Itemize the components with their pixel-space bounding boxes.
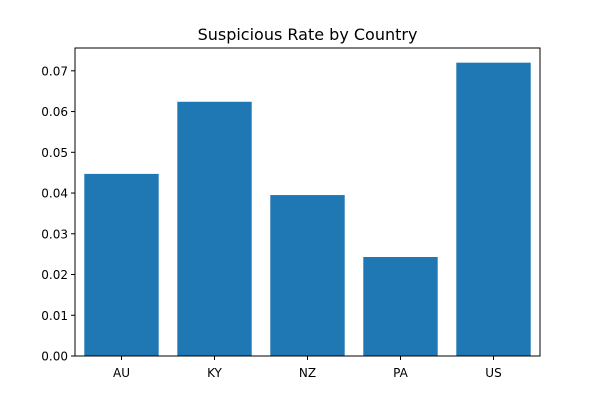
- y-tick-label-0: 0.00: [41, 350, 68, 364]
- x-tick-label-us: US: [485, 366, 501, 380]
- y-tick-label-5: 0.05: [41, 146, 68, 160]
- chart-title: Suspicious Rate by Country: [198, 25, 418, 44]
- axes-layer: AU KY NZ PA US 0.00 0.01 0.02 0.03 0.04 0.05 0.06 0.…: [41, 47, 541, 380]
- y-tick-label-7: 0.07: [41, 64, 68, 78]
- x-tick-label-nz: NZ: [299, 366, 316, 380]
- y-tick-label-4: 0.04: [41, 187, 68, 201]
- bar-nz: [270, 195, 345, 356]
- bar-ky: [177, 101, 252, 356]
- bar-au: [84, 173, 159, 356]
- bar-us: [456, 62, 531, 357]
- x-tick-label-pa: PA: [393, 366, 408, 380]
- bar-pa: [363, 257, 438, 356]
- x-tick-label-au: AU: [113, 366, 130, 380]
- y-tick-label-3: 0.03: [41, 227, 68, 241]
- bars-layer: [84, 62, 531, 357]
- y-tick-label-2: 0.02: [41, 268, 68, 282]
- x-tick-label-ky: KY: [207, 366, 222, 380]
- y-tick-label-6: 0.06: [41, 105, 68, 119]
- y-tick-label-1: 0.01: [41, 309, 68, 323]
